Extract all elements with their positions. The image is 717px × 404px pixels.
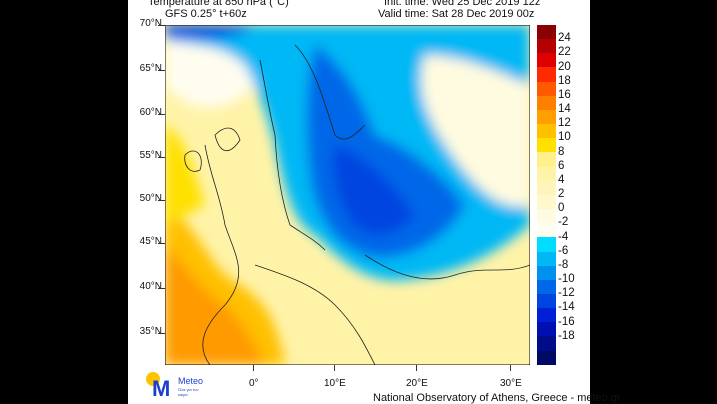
lat-label: 45°N — [139, 236, 162, 247]
init-time: Init. time: Wed 25 Dec 2019 12z — [384, 0, 541, 8]
lat-label: 35°N — [139, 326, 162, 337]
lat-tick — [158, 288, 165, 289]
colorbar-label: 12 — [558, 117, 571, 130]
colorbar-swatch — [537, 124, 556, 139]
title-variable: Temperature at 850 hPa (°C) — [148, 0, 289, 8]
colorbar-label: 16 — [558, 88, 571, 101]
colorbar-swatch — [537, 308, 556, 323]
colorbar-swatch — [537, 67, 556, 82]
colorbar-swatch — [537, 194, 556, 210]
lat-tick — [158, 243, 165, 244]
colorbar-swatch — [537, 81, 556, 96]
colorbar-label: -10 — [558, 273, 575, 285]
colorbar-swatch — [537, 279, 556, 294]
lon-tick — [253, 365, 254, 371]
lon-tick — [510, 365, 511, 371]
lat-tick — [158, 114, 165, 115]
colorbar-swatch — [537, 336, 556, 351]
colorbar-label: 24 — [558, 32, 571, 45]
valid-time: Valid time: Sat 28 Dec 2019 00z — [378, 8, 535, 20]
logo-tagline: Όλα για τον καιρό — [178, 387, 199, 397]
title-model: GFS 0.25° t+60z — [165, 8, 247, 20]
colorbar-swatch — [537, 152, 556, 167]
colorbar-label: 6 — [558, 159, 565, 172]
lon-label: 0° — [249, 378, 259, 389]
colorbar-label: 0 — [558, 202, 565, 215]
colorbar-swatch — [537, 237, 556, 252]
colorbar-swatch — [537, 223, 556, 238]
colorbar-swatch — [537, 95, 556, 110]
colorbar-label: 4 — [558, 173, 565, 186]
colorbar-label: 2 — [558, 188, 565, 200]
colorbar-label: -16 — [558, 315, 575, 328]
colorbar-label: -4 — [558, 230, 569, 243]
colorbar-label: -8 — [558, 258, 569, 271]
colorbar-label: -18 — [558, 329, 575, 342]
colorbar-swatch — [537, 209, 556, 224]
colorbar-label: -14 — [558, 301, 575, 314]
lat-label: 55°N — [139, 150, 162, 161]
colorbar-label: -6 — [558, 244, 569, 257]
footer-credit: National Observatory of Athens, Greece -… — [373, 392, 621, 404]
colorbar-swatch — [537, 25, 556, 40]
lat-label: 70°N — [139, 18, 162, 29]
colorbar — [537, 25, 556, 365]
colorbar-swatch — [537, 322, 556, 337]
colorbar-swatch — [537, 53, 556, 68]
lat-tick — [158, 70, 165, 71]
colorbar-swatch — [537, 39, 556, 54]
colorbar-label: 14 — [558, 103, 571, 115]
colorbar-swatch — [537, 350, 556, 365]
lat-tick — [158, 25, 165, 26]
colorbar-swatch — [537, 180, 556, 195]
lat-label: 40°N — [139, 281, 162, 292]
lon-label: 10°E — [324, 378, 346, 389]
temperature-map — [165, 25, 530, 365]
lat-tick — [158, 333, 165, 334]
lat-label: 50°N — [139, 193, 162, 204]
colorbar-label: 8 — [558, 145, 565, 158]
colorbar-label: -12 — [558, 287, 575, 300]
colorbar-label: 20 — [558, 60, 571, 73]
colorbar-swatch — [537, 109, 556, 125]
lat-label: 65°N — [139, 63, 162, 74]
colorbar-swatch — [537, 293, 556, 309]
colorbar-label: -2 — [558, 216, 569, 229]
lon-label: 30°E — [500, 378, 522, 389]
lat-label: 60°N — [139, 107, 162, 118]
colorbar-swatch — [537, 138, 556, 153]
lon-label: 20°E — [406, 378, 428, 389]
colorbar-swatch — [537, 166, 556, 181]
logo-name: Meteo — [178, 376, 204, 386]
lon-tick — [416, 365, 417, 371]
lon-tick — [334, 365, 335, 371]
colorbar-label: 18 — [558, 74, 571, 87]
meteo-logo: M Meteo Όλα για τον καιρό — [146, 372, 208, 400]
colorbar-label: 22 — [558, 46, 571, 59]
lat-tick — [158, 200, 165, 201]
colorbar-label: 10 — [558, 131, 571, 144]
colorbar-swatch — [537, 265, 556, 280]
colorbar-swatch — [537, 251, 556, 266]
lat-tick — [158, 157, 165, 158]
